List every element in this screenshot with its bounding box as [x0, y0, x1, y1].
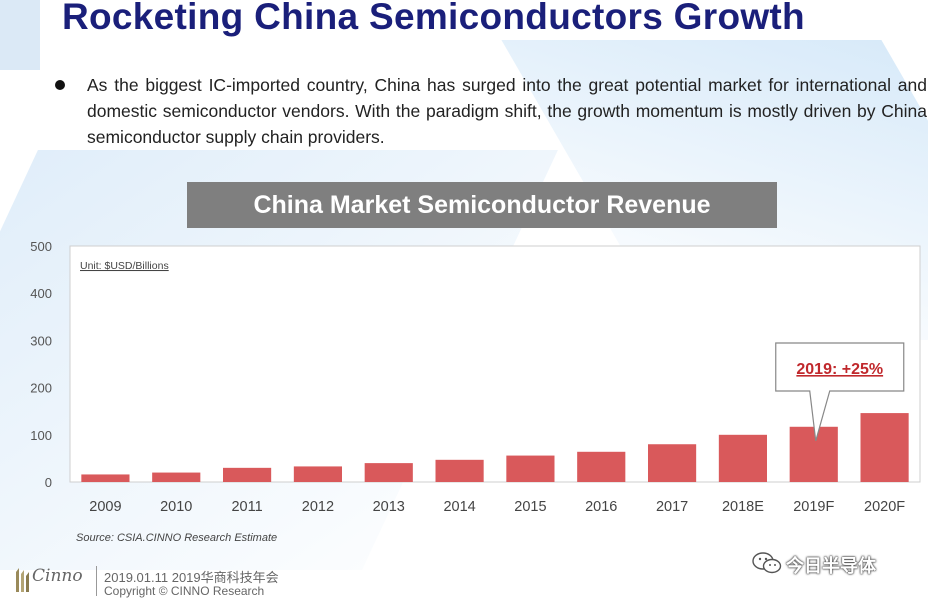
- bar-series: [81, 413, 909, 482]
- x-tick-label: 2019F: [793, 499, 834, 515]
- footer-event: 2019.01.11 2019华商科技年会: [104, 570, 279, 585]
- cinno-logo-icon: [16, 568, 29, 592]
- y-tick-label: 300: [30, 333, 52, 348]
- y-tick-label: 500: [30, 239, 52, 254]
- bar: [577, 451, 626, 482]
- bullet-icon: [55, 80, 65, 90]
- y-tick-label: 0: [45, 475, 52, 490]
- x-tick-label: 2009: [89, 499, 121, 515]
- bar: [648, 444, 697, 482]
- slide-title: Rocketing China Semiconductors Growth: [62, 0, 805, 37]
- bar: [789, 426, 838, 482]
- y-tick-label: 200: [30, 381, 52, 396]
- bar: [435, 459, 484, 482]
- bar: [223, 467, 272, 482]
- bar: [152, 472, 201, 482]
- x-tick-label: 2018E: [722, 499, 764, 515]
- cinno-logo: Cinno: [32, 566, 83, 586]
- x-tick-label: 2010: [160, 499, 192, 515]
- bar: [293, 466, 342, 482]
- callout-label: 2019: +25%: [796, 361, 883, 378]
- bar: [506, 455, 555, 482]
- footer-copyright: Copyright © CINNO Research: [104, 584, 265, 598]
- x-tick-label: 2015: [514, 499, 546, 515]
- y-tick-label: 400: [30, 286, 52, 301]
- unit-note: Unit: $USD/Billions: [80, 260, 169, 272]
- bar: [364, 463, 413, 482]
- bar: [81, 474, 130, 482]
- x-tick-label: 2012: [302, 499, 334, 515]
- x-tick-label: 2020F: [864, 499, 905, 515]
- watermark-label: 今日半导体: [786, 556, 876, 576]
- chart-title: China Market Semiconductor Revenue: [187, 182, 777, 228]
- x-tick-label: 2013: [373, 499, 405, 515]
- footer-divider: [96, 566, 97, 596]
- x-tick-label: 2011: [231, 499, 262, 515]
- bar: [860, 413, 909, 482]
- bullet-text: As the biggest IC-imported country, Chin…: [87, 75, 927, 147]
- x-tick-label: 2017: [656, 499, 688, 515]
- source-note: Source: CSIA.CINNO Research Estimate: [76, 532, 278, 544]
- bar: [718, 434, 767, 482]
- x-axis: 2009 2010 2011 2012 2013 2014 2015 2016 2017 2018…: [89, 499, 905, 515]
- y-axis: 0 100 200 300 400 500: [30, 239, 52, 490]
- x-tick-label: 2016: [585, 499, 617, 515]
- x-tick-label: 2014: [443, 499, 475, 515]
- y-tick-label: 100: [30, 428, 52, 443]
- callout-bubble: [775, 342, 905, 441]
- wechat-icon: [752, 552, 782, 574]
- growth-callout: 2019: +25%: [775, 342, 905, 441]
